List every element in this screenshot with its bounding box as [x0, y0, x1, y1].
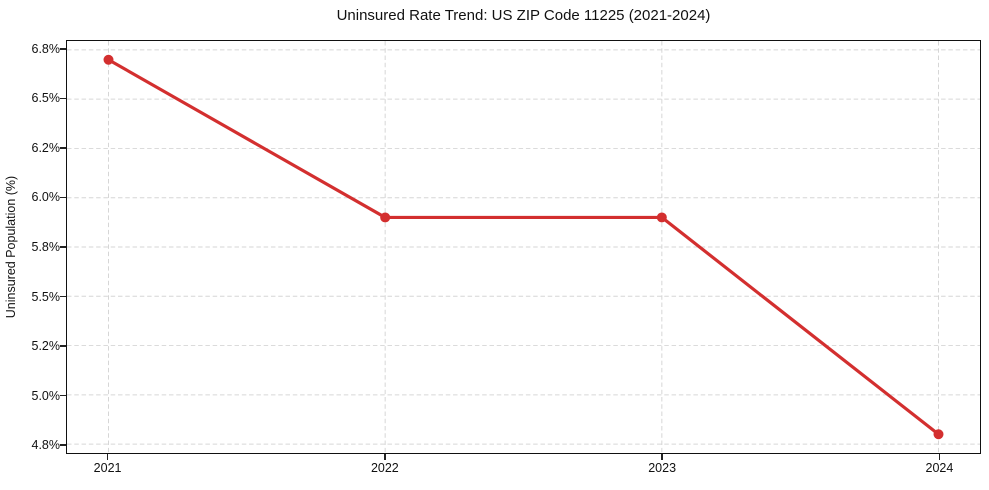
x-tick-mark: [661, 454, 663, 460]
x-tick-label: 2021: [93, 461, 122, 475]
data-point-marker: [656, 212, 667, 223]
x-tick-label: 2022: [370, 461, 399, 475]
data-point-marker: [933, 429, 944, 440]
y-tick-label: 5.5%: [31, 289, 61, 304]
trend-line: [106, 58, 941, 436]
data-point-marker: [380, 212, 391, 223]
x-tick-mark: [938, 454, 941, 460]
y-tick-mark: [60, 394, 66, 397]
y-tick-label: 5.8%: [31, 240, 61, 254]
x-tick-mark: [384, 454, 386, 460]
y-tick-mark: [60, 246, 66, 248]
y-tick-mark: [60, 345, 66, 347]
y-tick-label: 6.5%: [31, 91, 61, 106]
y-tick-label: 5.0%: [31, 388, 61, 403]
y-tick-mark: [60, 196, 66, 199]
plot-area: [66, 40, 981, 454]
y-tick-mark: [60, 97, 66, 100]
x-tick-label: 2023: [648, 461, 677, 475]
y-tick-mark: [60, 48, 66, 50]
y-tick-mark: [60, 295, 66, 298]
x-tick-label: 2024: [925, 461, 954, 475]
y-tick-label: 6.2%: [31, 140, 61, 155]
y-tick-label: 4.8%: [31, 438, 61, 453]
y-tick-label: 6.0%: [31, 190, 61, 205]
x-tick-mark: [106, 454, 109, 460]
line-chart-svg: [67, 41, 980, 453]
y-tick-mark: [60, 444, 66, 446]
y-tick-mark: [60, 147, 66, 149]
y-tick-label: 6.8%: [31, 41, 61, 56]
y-tick-label: 5.2%: [31, 339, 61, 354]
chart-title: Uninsured Rate Trend: US ZIP Code 11225 …: [336, 7, 711, 24]
data-point-marker: [103, 54, 114, 65]
